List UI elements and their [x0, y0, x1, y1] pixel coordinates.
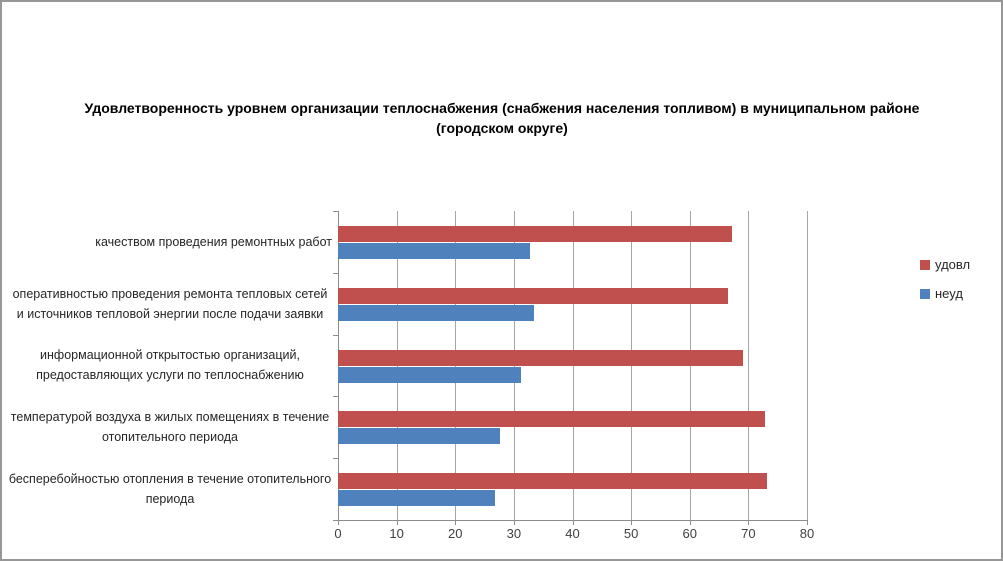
x-axis-tick: [748, 520, 750, 525]
bar-neud-2: [338, 366, 522, 383]
x-axis-tick: [689, 520, 691, 525]
x-axis-line: [333, 520, 807, 521]
bar-neud-4: [338, 490, 496, 507]
legend-label: неуд: [935, 286, 963, 301]
x-axis-tick: [807, 520, 808, 525]
category-label: качеством проведения ремонтных работ: [8, 211, 332, 273]
legend-swatch-udovl: [920, 259, 930, 270]
x-axis-tick: [572, 520, 574, 525]
x-tick-label: 0: [334, 526, 342, 541]
gridline: [807, 211, 808, 520]
legend-item-neud: неуд: [920, 286, 970, 301]
category-label-text: информационной открытостью организаций, …: [36, 348, 304, 383]
x-axis-tick: [338, 520, 339, 525]
bar-neud-3: [338, 428, 500, 445]
legend-swatch-neud: [920, 288, 930, 299]
bar-udovl-2: [338, 349, 743, 366]
category-label: бесперебойностью отопления в течение ото…: [8, 458, 332, 520]
x-tick-label: 30: [506, 526, 522, 541]
bar-udovl-3: [338, 411, 765, 428]
chart-title: Удовлетворенность уровнем организации те…: [84, 100, 920, 136]
y-axis-tick: [333, 211, 338, 212]
x-axis-tick: [631, 520, 633, 525]
legend-label: удовл: [935, 257, 971, 272]
x-axis-tick: [513, 520, 515, 525]
bar-udovl-4: [338, 473, 768, 490]
bar-neud-1: [338, 304, 535, 321]
x-axis-tick: [455, 520, 457, 525]
y-axis-tick: [333, 458, 338, 459]
y-axis-tick: [333, 335, 338, 336]
category-label-text: бесперебойностью отопления в течение ото…: [8, 472, 332, 507]
category-label-text: температурой воздуха в жилых помещениях …: [10, 410, 330, 445]
y-axis-tick: [333, 273, 338, 274]
x-tick-label: 20: [448, 526, 463, 541]
category-label-text: оперативностью проведения ремонта теплов…: [12, 286, 328, 321]
y-axis-tick: [333, 520, 338, 521]
category-label: информационной открытостью организаций, …: [8, 335, 332, 397]
x-tick-label: 60: [682, 526, 697, 541]
y-axis-tick: [333, 396, 338, 397]
bar-udovl-0: [338, 226, 732, 242]
x-tick-label: 80: [799, 526, 815, 541]
x-tick-label: 40: [565, 526, 580, 541]
category-label-text: качеством проведения ремонтных работ: [95, 234, 332, 249]
bar-neud-0: [338, 243, 531, 259]
gridline: [748, 211, 750, 520]
x-axis-tick: [396, 520, 398, 525]
bar-udovl-1: [338, 287, 729, 304]
x-tick-label: 70: [741, 526, 756, 541]
legend-item-udovl: удовл: [920, 257, 970, 272]
x-tick-label: 10: [389, 526, 404, 541]
x-tick-label: 50: [623, 526, 639, 541]
category-label: оперативностью проведения ремонта теплов…: [8, 273, 332, 335]
category-label: температурой воздуха в жилых помещениях …: [8, 396, 332, 458]
legend: удовл неуд: [920, 257, 970, 301]
